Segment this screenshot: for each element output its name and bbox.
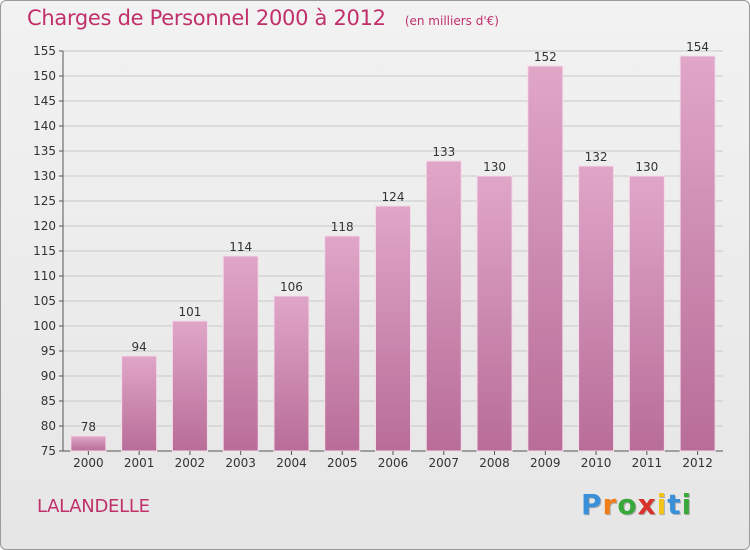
x-tick-label: 2000 xyxy=(73,456,104,470)
y-tick-label: 155 xyxy=(33,44,56,58)
y-tick-label: 75 xyxy=(41,444,56,458)
y-tick-label: 110 xyxy=(33,269,56,283)
x-tick-label: 2003 xyxy=(225,456,256,470)
x-tick-label: 2007 xyxy=(428,456,459,470)
logo-letter: t xyxy=(667,488,682,521)
y-tick-label: 100 xyxy=(33,319,56,333)
y-tick-label: 130 xyxy=(33,169,56,183)
bar xyxy=(70,435,107,452)
bar xyxy=(578,165,615,452)
commune-name: LALANDELLE xyxy=(37,496,150,517)
bar xyxy=(476,175,513,452)
bar-value-label: 130 xyxy=(635,160,658,174)
title-row: Charges de Personnel 2000 à 2012 (en mil… xyxy=(27,6,499,30)
bar xyxy=(628,175,665,452)
bar xyxy=(171,320,208,452)
bar xyxy=(324,235,361,452)
y-tick-label: 115 xyxy=(33,244,56,258)
y-tick-label: 105 xyxy=(33,294,56,308)
x-tick-label: 2006 xyxy=(378,456,409,470)
bar-value-label: 154 xyxy=(686,40,709,54)
bar-value-label: 78 xyxy=(81,420,96,434)
bar-value-label: 94 xyxy=(132,340,147,354)
logo-letter: i xyxy=(681,488,693,521)
bar-value-label: 114 xyxy=(229,240,252,254)
bar-value-label: 124 xyxy=(382,190,405,204)
bar-value-label: 132 xyxy=(585,150,608,164)
chart-title: Charges de Personnel 2000 à 2012 xyxy=(27,6,386,30)
bar-value-label: 118 xyxy=(331,220,354,234)
y-tick-label: 120 xyxy=(33,219,56,233)
x-tick-label: 2009 xyxy=(530,456,561,470)
bar-value-label: 152 xyxy=(534,50,557,64)
x-tick-label: 2001 xyxy=(124,456,155,470)
y-tick-label: 85 xyxy=(41,394,56,408)
y-tick-label: 80 xyxy=(41,419,56,433)
x-tick-label: 2008 xyxy=(479,456,510,470)
x-tick-label: 2002 xyxy=(175,456,206,470)
bar xyxy=(222,255,259,452)
bar xyxy=(527,65,564,452)
x-tick-label: 2010 xyxy=(581,456,612,470)
logo-letter: o xyxy=(617,488,638,521)
bar-value-label: 133 xyxy=(432,145,455,159)
bar-value-label: 101 xyxy=(178,305,201,319)
y-tick-label: 145 xyxy=(33,94,56,108)
logo-letter: P xyxy=(581,488,603,521)
y-tick-label: 150 xyxy=(33,69,56,83)
y-tick-label: 140 xyxy=(33,119,56,133)
x-tick-label: 2005 xyxy=(327,456,358,470)
y-tick-label: 125 xyxy=(33,194,56,208)
bar xyxy=(425,160,462,452)
bar-value-label: 106 xyxy=(280,280,303,294)
bar-value-label: 130 xyxy=(483,160,506,174)
x-tick-label: 2004 xyxy=(276,456,307,470)
x-tick-label: 2011 xyxy=(632,456,663,470)
y-tick-label: 90 xyxy=(41,369,56,383)
logo-letter: x xyxy=(637,488,657,521)
logo-letter: i xyxy=(656,488,668,521)
proxiti-logo: Proxiti xyxy=(581,488,692,521)
logo-letter: r xyxy=(602,488,618,521)
y-tick-label: 95 xyxy=(41,344,56,358)
bar xyxy=(273,295,310,452)
x-tick-label: 2012 xyxy=(682,456,713,470)
y-tick-label: 135 xyxy=(33,144,56,158)
bar xyxy=(375,205,411,452)
bar xyxy=(679,55,716,452)
bar xyxy=(121,355,158,452)
chart-subtitle: (en milliers d'€) xyxy=(404,14,499,28)
